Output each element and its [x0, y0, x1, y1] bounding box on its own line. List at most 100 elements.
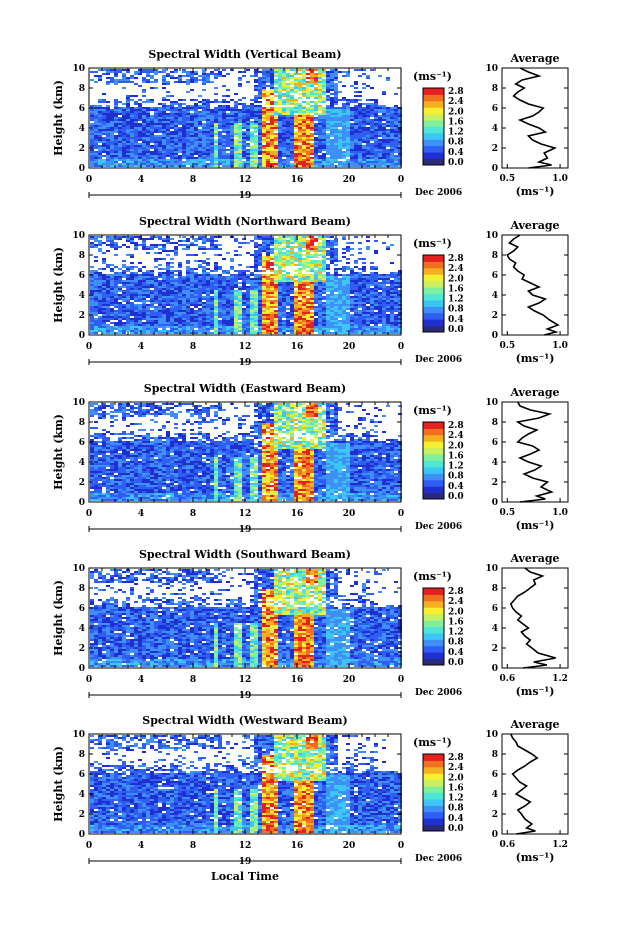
heatmap-cell	[342, 103, 346, 105]
heatmap-cell	[254, 250, 258, 252]
heatmap-cell	[254, 254, 258, 256]
heatmap-cell	[346, 143, 350, 145]
heatmap-cell	[190, 163, 194, 165]
heatmap-cell	[362, 69, 366, 71]
heatmap-cell	[386, 133, 390, 135]
heatmap-cell	[210, 320, 214, 322]
heatmap-cell	[218, 284, 222, 286]
heatmap-cell	[354, 139, 358, 141]
heatmap-cell	[174, 332, 178, 334]
heatmap-cell	[186, 302, 190, 304]
heatmap-cell	[246, 318, 250, 320]
heatmap-cell	[110, 236, 114, 238]
heatmap-cell	[294, 77, 298, 79]
heatmap-cell	[238, 83, 242, 85]
heatmap-cell	[242, 316, 246, 318]
heatmap-cell	[242, 75, 246, 77]
heatmap-cell	[158, 308, 162, 310]
heatmap-cell	[374, 103, 378, 105]
heatmap-cell	[282, 87, 286, 89]
heatmap-cell	[242, 135, 246, 137]
heatmap-cell	[394, 147, 398, 149]
heatmap-cell	[206, 332, 210, 334]
heatmap-cell	[250, 332, 254, 334]
heatmap-cell	[238, 155, 242, 157]
heatmap-cell	[366, 157, 370, 159]
heatmap-cell	[166, 117, 170, 119]
heatmap-cell	[94, 131, 98, 133]
heatmap-cell	[274, 278, 278, 280]
heatmap-cell	[346, 111, 350, 113]
heatmap-cell	[314, 155, 318, 157]
heatmap-cell	[230, 318, 234, 320]
heatmap-cell	[370, 87, 374, 89]
heatmap-cell	[190, 274, 194, 276]
heatmap-cell	[302, 151, 306, 153]
heatmap-cell	[262, 91, 266, 93]
heatmap-cell	[174, 304, 178, 306]
heatmap-cell	[378, 127, 382, 129]
heatmap-cell	[246, 129, 250, 131]
heatmap-cell	[146, 238, 150, 240]
heatmap-cell	[190, 320, 194, 322]
heatmap-cell	[110, 109, 114, 111]
heatmap-cell	[202, 133, 206, 135]
heatmap-cell	[94, 109, 98, 111]
heatmap-cell	[178, 274, 182, 276]
heatmap-cell	[258, 121, 262, 123]
heatmap-cell	[246, 316, 250, 318]
heatmap-cell	[270, 320, 274, 322]
heatmap-cell	[394, 113, 398, 115]
heatmap-cell	[110, 300, 114, 302]
heatmap-cell	[242, 123, 246, 125]
heatmap-cell	[182, 75, 186, 77]
heatmap-cell	[318, 77, 322, 79]
heatmap-cell	[162, 143, 166, 145]
heatmap-cell	[310, 163, 314, 165]
heatmap-cell	[126, 328, 130, 330]
heatmap-cell	[330, 97, 334, 99]
heatmap-cell	[178, 127, 182, 129]
heatmap-cell	[174, 121, 178, 123]
heatmap-cell	[134, 326, 138, 328]
heatmap-cell	[246, 149, 250, 151]
heatmap-cell	[194, 244, 198, 246]
heatmap-cell	[166, 113, 170, 115]
heatmap-cell	[314, 145, 318, 147]
heatmap-cell	[314, 131, 318, 133]
heatmap-cell	[106, 320, 110, 322]
heatmap-cell	[294, 314, 298, 316]
heatmap-cell	[114, 119, 118, 121]
heatmap-cell	[378, 123, 382, 125]
heatmap-cell	[178, 294, 182, 296]
heatmap-cell	[274, 318, 278, 320]
heatmap-cell	[126, 290, 130, 292]
heatmap-cell	[286, 107, 290, 109]
heatmap-cell	[310, 159, 314, 161]
heatmap-cell	[302, 147, 306, 149]
heatmap-cell	[194, 133, 198, 135]
heatmap-cell	[214, 101, 218, 103]
heatmap-cell	[278, 286, 282, 288]
heatmap-cell	[134, 143, 138, 145]
heatmap-cell	[166, 165, 170, 167]
heatmap-cell	[202, 280, 206, 282]
heatmap-cell	[90, 298, 94, 300]
heatmap-cell	[158, 330, 162, 332]
heatmap-cell	[382, 107, 386, 109]
heatmap-cell	[286, 147, 290, 149]
heatmap-cell	[122, 264, 126, 266]
heatmap-cell	[282, 99, 286, 101]
heatmap-cell	[174, 314, 178, 316]
heatmap-cell	[94, 117, 98, 119]
heatmap-cell	[334, 137, 338, 139]
heatmap-cell	[326, 105, 330, 107]
heatmap-cell	[182, 292, 186, 294]
heatmap-cell	[206, 308, 210, 310]
heatmap-cell	[142, 310, 146, 312]
heatmap-cell	[230, 129, 234, 131]
heatmap-cell	[234, 276, 238, 278]
heatmap-cell	[198, 302, 202, 304]
heatmap-cell	[142, 322, 146, 324]
heatmap-cell	[294, 286, 298, 288]
